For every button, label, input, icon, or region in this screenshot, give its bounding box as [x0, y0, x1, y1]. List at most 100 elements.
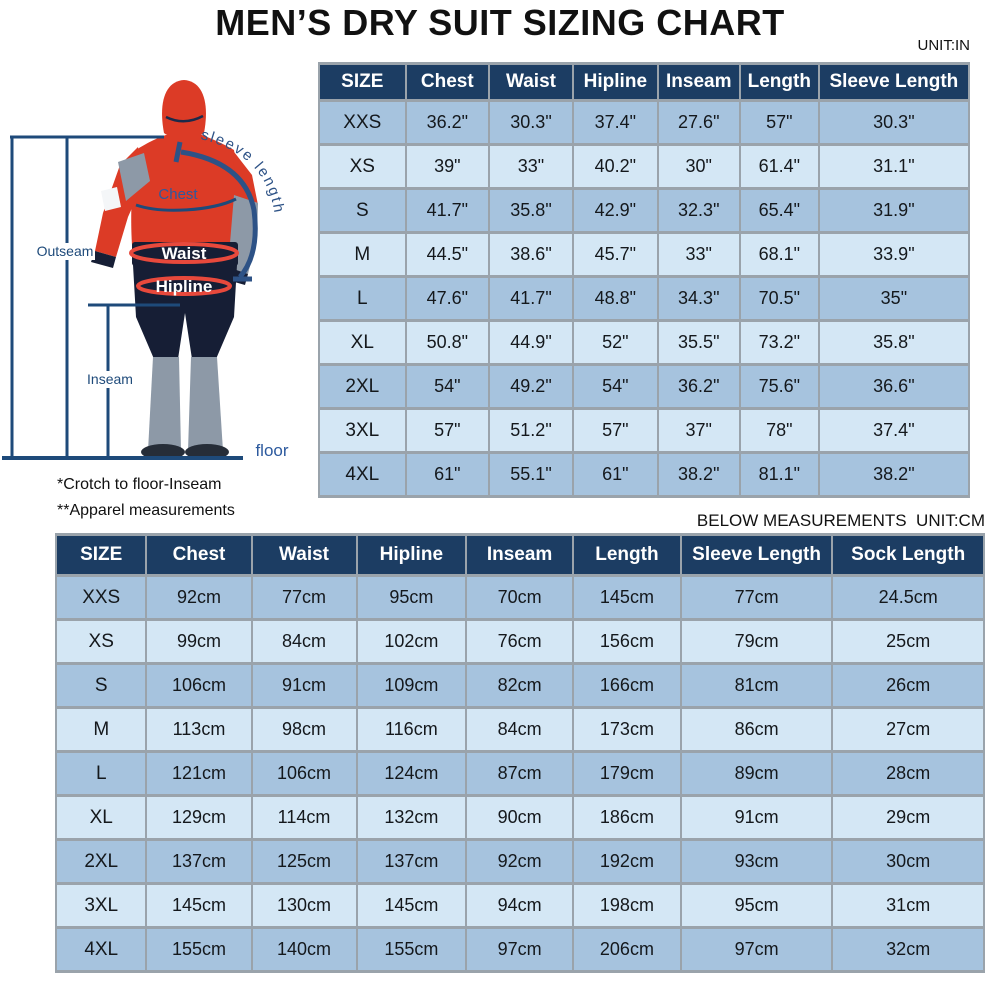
- note-crotch-to-floor: *Crotch to floor-Inseam: [57, 476, 222, 493]
- measurement-cell: 98cm: [252, 709, 356, 750]
- measurement-cell: 41.7": [489, 278, 573, 319]
- measurement-cell: 124cm: [357, 753, 466, 794]
- pants: [133, 265, 237, 359]
- waist-ellipse: [129, 242, 239, 264]
- column-header-chest: Chest: [406, 65, 488, 99]
- measurement-cell: 57": [574, 410, 657, 451]
- measurement-cell: 137cm: [357, 841, 466, 882]
- unit-cm-label: BELOW MEASUREMENTS UNIT:CM: [696, 511, 985, 530]
- header-row: SIZE Chest Waist Hipline Inseam Length Sleeve …: [57, 536, 983, 574]
- measurement-cell: 132cm: [357, 797, 466, 838]
- column-header-waist: Waist: [252, 536, 356, 574]
- measurement-cell: 49.2": [489, 366, 573, 407]
- measurement-cell: 129cm: [147, 797, 251, 838]
- measurement-cell: 65.4": [740, 190, 818, 231]
- measurement-cell: 102cm: [357, 621, 466, 662]
- chest-label: Chest: [158, 186, 198, 203]
- measurement-cell: 57": [740, 102, 818, 143]
- note-apparel-measurements: **Apparel measurements: [57, 502, 235, 519]
- size-label: M: [57, 709, 146, 750]
- column-header-sleeve-length: Sleeve Length: [819, 65, 968, 99]
- measurement-cell: 95cm: [357, 577, 466, 618]
- size-row-m: M 44.5" 38.6" 45.7" 33" 68.1" 33.9": [320, 234, 968, 275]
- outseam-label-bg: [35, 243, 95, 260]
- size-row-l: L 121cm 106cm 124cm 87cm 179cm 89cm 28cm: [57, 753, 983, 794]
- measurement-cell: 113cm: [147, 709, 251, 750]
- column-header-hipline: Hipline: [574, 65, 657, 99]
- size-label: 3XL: [57, 885, 146, 926]
- measurement-cell: 40.2": [574, 146, 657, 187]
- measurement-cell: 27.6": [658, 102, 739, 143]
- measurement-cell: 51.2": [489, 410, 573, 451]
- measurement-cell: 77cm: [252, 577, 356, 618]
- size-label: L: [57, 753, 146, 794]
- size-row-xl: XL 50.8" 44.9" 52" 35.5" 73.2" 35.8": [320, 322, 968, 363]
- measurement-cell: 48.8": [574, 278, 657, 319]
- measurement-cell: 156cm: [574, 621, 680, 662]
- size-label: XL: [57, 797, 146, 838]
- measurement-cell: 140cm: [252, 929, 356, 970]
- measurement-cell: 44.5": [406, 234, 488, 275]
- size-label: XL: [320, 322, 405, 363]
- measurement-cell: 54": [574, 366, 657, 407]
- measurement-cell: 75.6": [740, 366, 818, 407]
- column-header-size: SIZE: [57, 536, 146, 574]
- measurement-cell: 121cm: [147, 753, 251, 794]
- size-row-2xl: 2XL 137cm 125cm 137cm 92cm 192cm 93cm 30cm: [57, 841, 983, 882]
- size-row-xs: XS 99cm 84cm 102cm 76cm 156cm 79cm 25cm: [57, 621, 983, 662]
- measurement-cell: 38.2": [819, 454, 968, 495]
- measurement-cell: 109cm: [357, 665, 466, 706]
- sleeve-start-cap: [173, 141, 183, 163]
- size-label: 2XL: [320, 366, 405, 407]
- measurement-cell: 78": [740, 410, 818, 451]
- sleeve-length-line: [180, 149, 258, 279]
- size-label: XS: [320, 146, 405, 187]
- measurement-cell: 44.9": [489, 322, 573, 363]
- measurement-cell: 145cm: [147, 885, 251, 926]
- measurement-cell: 137cm: [147, 841, 251, 882]
- measurement-cell: 36.2": [658, 366, 739, 407]
- measurement-cell: 87cm: [467, 753, 573, 794]
- measurement-cell: 31cm: [833, 885, 983, 926]
- measurement-cell: 198cm: [574, 885, 680, 926]
- measurement-cell: 61": [574, 454, 657, 495]
- size-label: 4XL: [57, 929, 146, 970]
- size-row-m: M 113cm 98cm 116cm 84cm 173cm 86cm 27cm: [57, 709, 983, 750]
- unit-inch-label: UNIT:IN: [917, 37, 971, 54]
- chest-line: [135, 197, 237, 212]
- size-label: S: [57, 665, 146, 706]
- measurement-cell: 106cm: [252, 753, 356, 794]
- measurement-cell: 145cm: [574, 577, 680, 618]
- measurement-cell: 52": [574, 322, 657, 363]
- measurement-cell: 27cm: [833, 709, 983, 750]
- measurement-cell: 84cm: [467, 709, 573, 750]
- column-header-sleeve-length: Sleeve Length: [681, 536, 832, 574]
- measurement-cell: 125cm: [252, 841, 356, 882]
- measurement-cell: 37.4": [574, 102, 657, 143]
- hood-seam: [165, 114, 204, 123]
- measurement-cell: 61.4": [740, 146, 818, 187]
- size-row-2xl: 2XL 54" 49.2" 54" 36.2" 75.6" 36.6": [320, 366, 968, 407]
- measurement-cell: 28cm: [833, 753, 983, 794]
- measurement-cell: 31.1": [819, 146, 968, 187]
- column-header-length: Length: [574, 536, 680, 574]
- measurement-cell: 61": [406, 454, 488, 495]
- measurement-cell: 32cm: [833, 929, 983, 970]
- measurement-cell: 77cm: [681, 577, 832, 618]
- measurement-cell: 91cm: [252, 665, 356, 706]
- measurement-cell: 97cm: [467, 929, 573, 970]
- measurement-cell: 145cm: [357, 885, 466, 926]
- measurement-cell: 179cm: [574, 753, 680, 794]
- size-label: S: [320, 190, 405, 231]
- size-label: M: [320, 234, 405, 275]
- measurement-cell: 130cm: [252, 885, 356, 926]
- size-label: 2XL: [57, 841, 146, 882]
- measurement-cell: 35": [819, 278, 968, 319]
- cm-size-table: SIZE Chest Waist Hipline Inseam Length Sleeve …: [55, 533, 985, 973]
- measurement-cell: 32.3": [658, 190, 739, 231]
- measurement-cell: 116cm: [357, 709, 466, 750]
- measurement-cell: 35.8": [489, 190, 573, 231]
- waist-label: Waist: [162, 244, 207, 263]
- measurement-cell: 106cm: [147, 665, 251, 706]
